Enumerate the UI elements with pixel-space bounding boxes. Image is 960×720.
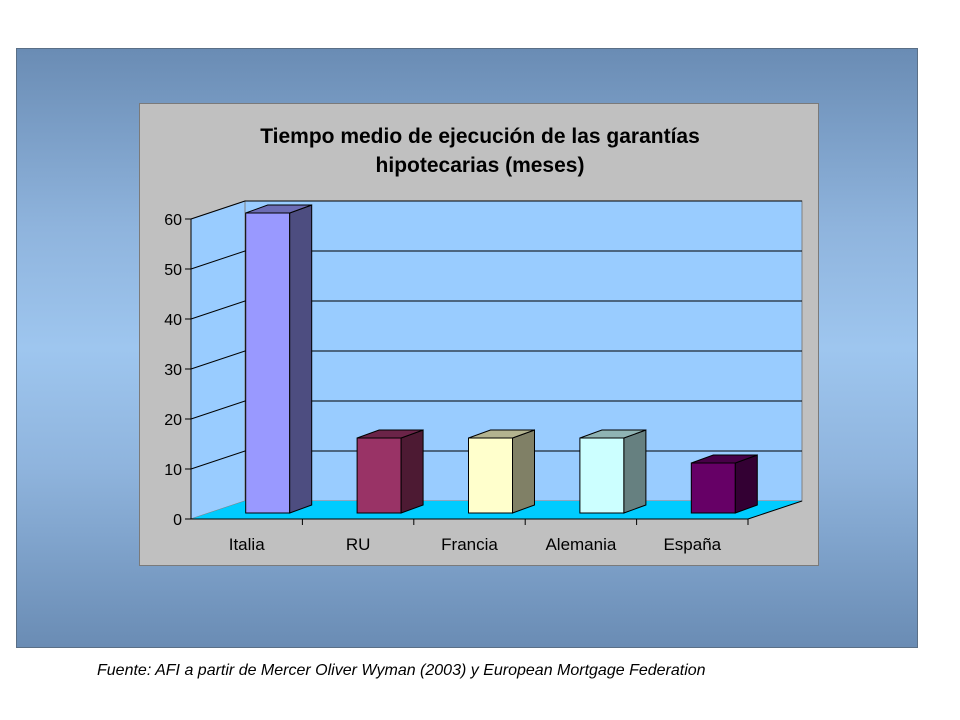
bar-side bbox=[734, 454, 758, 514]
bar-side bbox=[289, 204, 313, 514]
bar-top bbox=[356, 429, 424, 439]
x-axis-depth-line bbox=[747, 500, 803, 520]
gridline bbox=[190, 300, 802, 320]
x-tick-label: Alemania bbox=[545, 535, 616, 554]
bar-side bbox=[623, 429, 647, 514]
chart-title: Tiempo medio de ejecución de las garantí… bbox=[260, 125, 700, 148]
gridline bbox=[190, 200, 802, 220]
bar-front bbox=[356, 437, 402, 514]
x-tick-label: España bbox=[663, 535, 721, 554]
y-tick-label: 10 bbox=[164, 462, 182, 479]
gridline bbox=[190, 250, 802, 270]
x-tick-label: Italia bbox=[229, 535, 265, 554]
bar-front bbox=[468, 437, 513, 514]
source-caption: Fuente: AFI a partir de Mercer Oliver Wy… bbox=[97, 662, 706, 679]
chart-area: 0 10 20 30 40 50 60 Italia RU Francia Alemania Espa… bbox=[139, 103, 819, 566]
y-tick-label: 0 bbox=[173, 512, 182, 529]
bar-front bbox=[245, 212, 291, 514]
bar-top bbox=[579, 429, 647, 439]
chart-title: hipotecarias (meses) bbox=[376, 154, 585, 177]
gridline bbox=[190, 350, 802, 370]
bar-front bbox=[690, 462, 736, 514]
x-tick-label: RU bbox=[346, 535, 371, 554]
chart-svg: 0 10 20 30 40 50 60 Italia RU Francia Alemania Espa… bbox=[164, 125, 803, 554]
bar-top bbox=[468, 429, 535, 439]
x-tick-label: Francia bbox=[441, 535, 498, 554]
bar-top bbox=[691, 454, 758, 464]
y-tick-label: 30 bbox=[164, 362, 182, 379]
bar-front bbox=[579, 437, 625, 514]
y-tick-label: 50 bbox=[164, 262, 182, 279]
y-tick-label: 60 bbox=[164, 212, 182, 229]
bar-side bbox=[512, 429, 535, 514]
gridline bbox=[190, 400, 802, 420]
bar-top bbox=[245, 204, 312, 214]
bar-side bbox=[400, 429, 424, 514]
y-tick-label: 40 bbox=[164, 312, 182, 329]
y-tick-label: 20 bbox=[164, 412, 182, 429]
